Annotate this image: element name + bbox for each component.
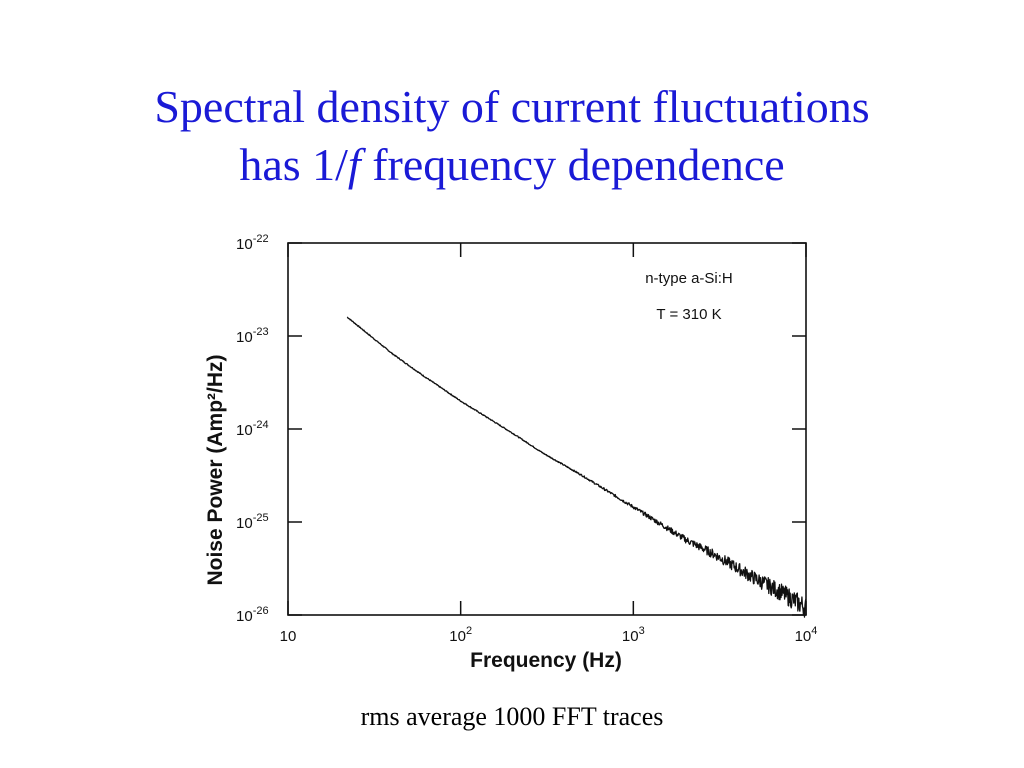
y-tick-label: 10-25 [236,512,269,532]
annotation-temperature: T = 310 K [656,306,721,323]
noise-power-chart: 10 102 103 104 10-22 10-23 10-24 10-25 10-26 Fre… [204,233,817,672]
title-line-2-prefix: has 1/ [239,139,348,190]
y-tick-label: 10-26 [236,605,269,625]
x-axis-label: Frequency (Hz) [470,649,622,672]
title-line-2-suffix: frequency dependence [360,139,785,190]
x-tick-label: 102 [449,625,472,645]
slide-title: Spectral density of current fluctuations… [0,78,1024,194]
y-axis-label: Noise Power (Amp²/Hz) [204,354,227,585]
title-line-2: has 1/f frequency dependence [0,136,1024,194]
x-tick-label: 104 [795,625,818,645]
annotation-material: n-type a-Si:H [645,270,733,287]
plot-area: 10 102 103 104 10-22 10-23 10-24 10-25 10-26 [236,233,817,645]
y-tick-label: 10-23 [236,326,269,346]
title-line-1: Spectral density of current fluctuations [154,81,870,132]
y-tick-label: 10-24 [236,419,269,439]
x-tick-label: 10 [280,628,297,645]
caption: rms average 1000 FFT traces [360,702,664,731]
x-tick-label: 103 [622,625,645,645]
noise-power-series-line [346,316,807,618]
title-italic-f: f [347,139,361,190]
y-tick-label: 10-22 [236,233,269,253]
